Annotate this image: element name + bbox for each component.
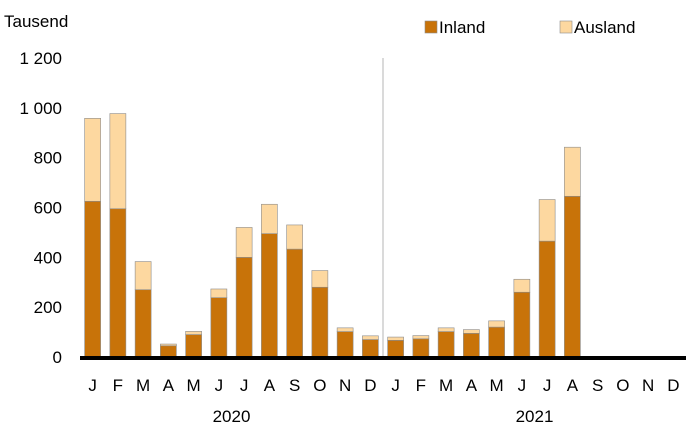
year-label: 2021 <box>516 407 554 426</box>
x-tick-label: A <box>466 376 478 395</box>
bar-inland-19 <box>564 195 581 358</box>
x-tick-label: M <box>439 376 453 395</box>
bar-ausland-2 <box>134 261 152 291</box>
bar-inland-5 <box>210 297 228 358</box>
y-unit-label: Tausend <box>4 12 68 31</box>
bar-ausland-18 <box>538 199 556 242</box>
y-tick-label: 1 000 <box>19 99 62 118</box>
x-tick-label: S <box>289 376 300 395</box>
bar-inland-0 <box>84 200 101 358</box>
bar-inland-6 <box>235 257 253 358</box>
x-tick-label: N <box>339 376 351 395</box>
legend-label-ausland: Ausland <box>574 18 635 37</box>
y-tick-label: 200 <box>34 298 62 317</box>
bar-ausland-6 <box>235 227 253 258</box>
x-tick-label: J <box>240 376 249 395</box>
y-tick-label: 400 <box>34 248 62 267</box>
x-tick-label: O <box>313 376 326 395</box>
x-tick-label: F <box>416 376 426 395</box>
x-tick-label: J <box>518 376 527 395</box>
legend-swatch-inland <box>424 20 438 34</box>
year-label: 2020 <box>213 407 251 426</box>
bar-inland-15 <box>463 333 480 358</box>
bar-ausland-14 <box>437 327 455 332</box>
x-tick-label: J <box>543 376 552 395</box>
bar-inland-16 <box>488 326 505 358</box>
bar-ausland-0 <box>84 117 101 202</box>
bar-inland-3 <box>160 345 177 358</box>
x-tick-label: A <box>264 376 276 395</box>
bar-ausland-5 <box>210 288 228 298</box>
y-tick-label: 1 200 <box>19 49 62 68</box>
y-tick-label: 800 <box>34 149 62 168</box>
bar-ausland-9 <box>311 270 329 288</box>
x-tick-label: S <box>592 376 603 395</box>
bar-inland-9 <box>311 286 329 358</box>
bars <box>84 113 581 358</box>
bar-ausland-17 <box>513 278 531 293</box>
bar-inland-12 <box>387 340 404 358</box>
bar-ausland-1 <box>109 113 127 210</box>
x-tick-label: D <box>667 376 679 395</box>
bar-inland-10 <box>336 331 354 358</box>
bar-ausland-19 <box>564 146 581 197</box>
bar-inland-18 <box>538 240 556 358</box>
bar-inland-17 <box>513 291 531 358</box>
bar-ausland-16 <box>488 320 505 328</box>
legend: Inland Ausland <box>424 18 635 37</box>
y-axis: 0 200 400 600 800 1 000 1 200 <box>19 49 62 367</box>
bar-ausland-7 <box>261 203 278 234</box>
bar-ausland-10 <box>336 327 354 332</box>
x-tick-label: M <box>490 376 504 395</box>
x-tick-label: O <box>616 376 629 395</box>
bar-inland-1 <box>109 208 127 358</box>
legend-label-inland: Inland <box>439 18 485 37</box>
bar-inland-11 <box>362 339 379 358</box>
bar-ausland-8 <box>286 224 303 250</box>
bar-inland-7 <box>261 233 278 358</box>
bar-ausland-15 <box>463 329 480 334</box>
y-tick-label: 600 <box>34 199 62 218</box>
bar-inland-13 <box>412 338 430 358</box>
x-tick-label: M <box>187 376 201 395</box>
bar-ausland-4 <box>185 331 202 335</box>
bar-ausland-13 <box>412 335 430 340</box>
bar-ausland-11 <box>362 335 379 340</box>
bar-ausland-3 <box>160 343 177 347</box>
bar-ausland-12 <box>387 336 404 341</box>
x-tick-label: J <box>391 376 400 395</box>
x-tick-label: A <box>163 376 175 395</box>
legend-swatch-ausland <box>559 20 573 34</box>
x-tick-label: J <box>215 376 224 395</box>
bar-inland-8 <box>286 248 303 358</box>
x-tick-label: N <box>642 376 654 395</box>
x-tick-label: M <box>136 376 150 395</box>
x-tick-label: D <box>364 376 376 395</box>
y-tick-label: 0 <box>53 348 62 367</box>
x-tick-label: J <box>88 376 97 395</box>
x-tick-label: F <box>113 376 123 395</box>
bar-inland-14 <box>437 331 455 358</box>
bar-inland-4 <box>185 334 202 358</box>
bar-inland-2 <box>134 289 152 358</box>
x-tick-label: A <box>567 376 579 395</box>
